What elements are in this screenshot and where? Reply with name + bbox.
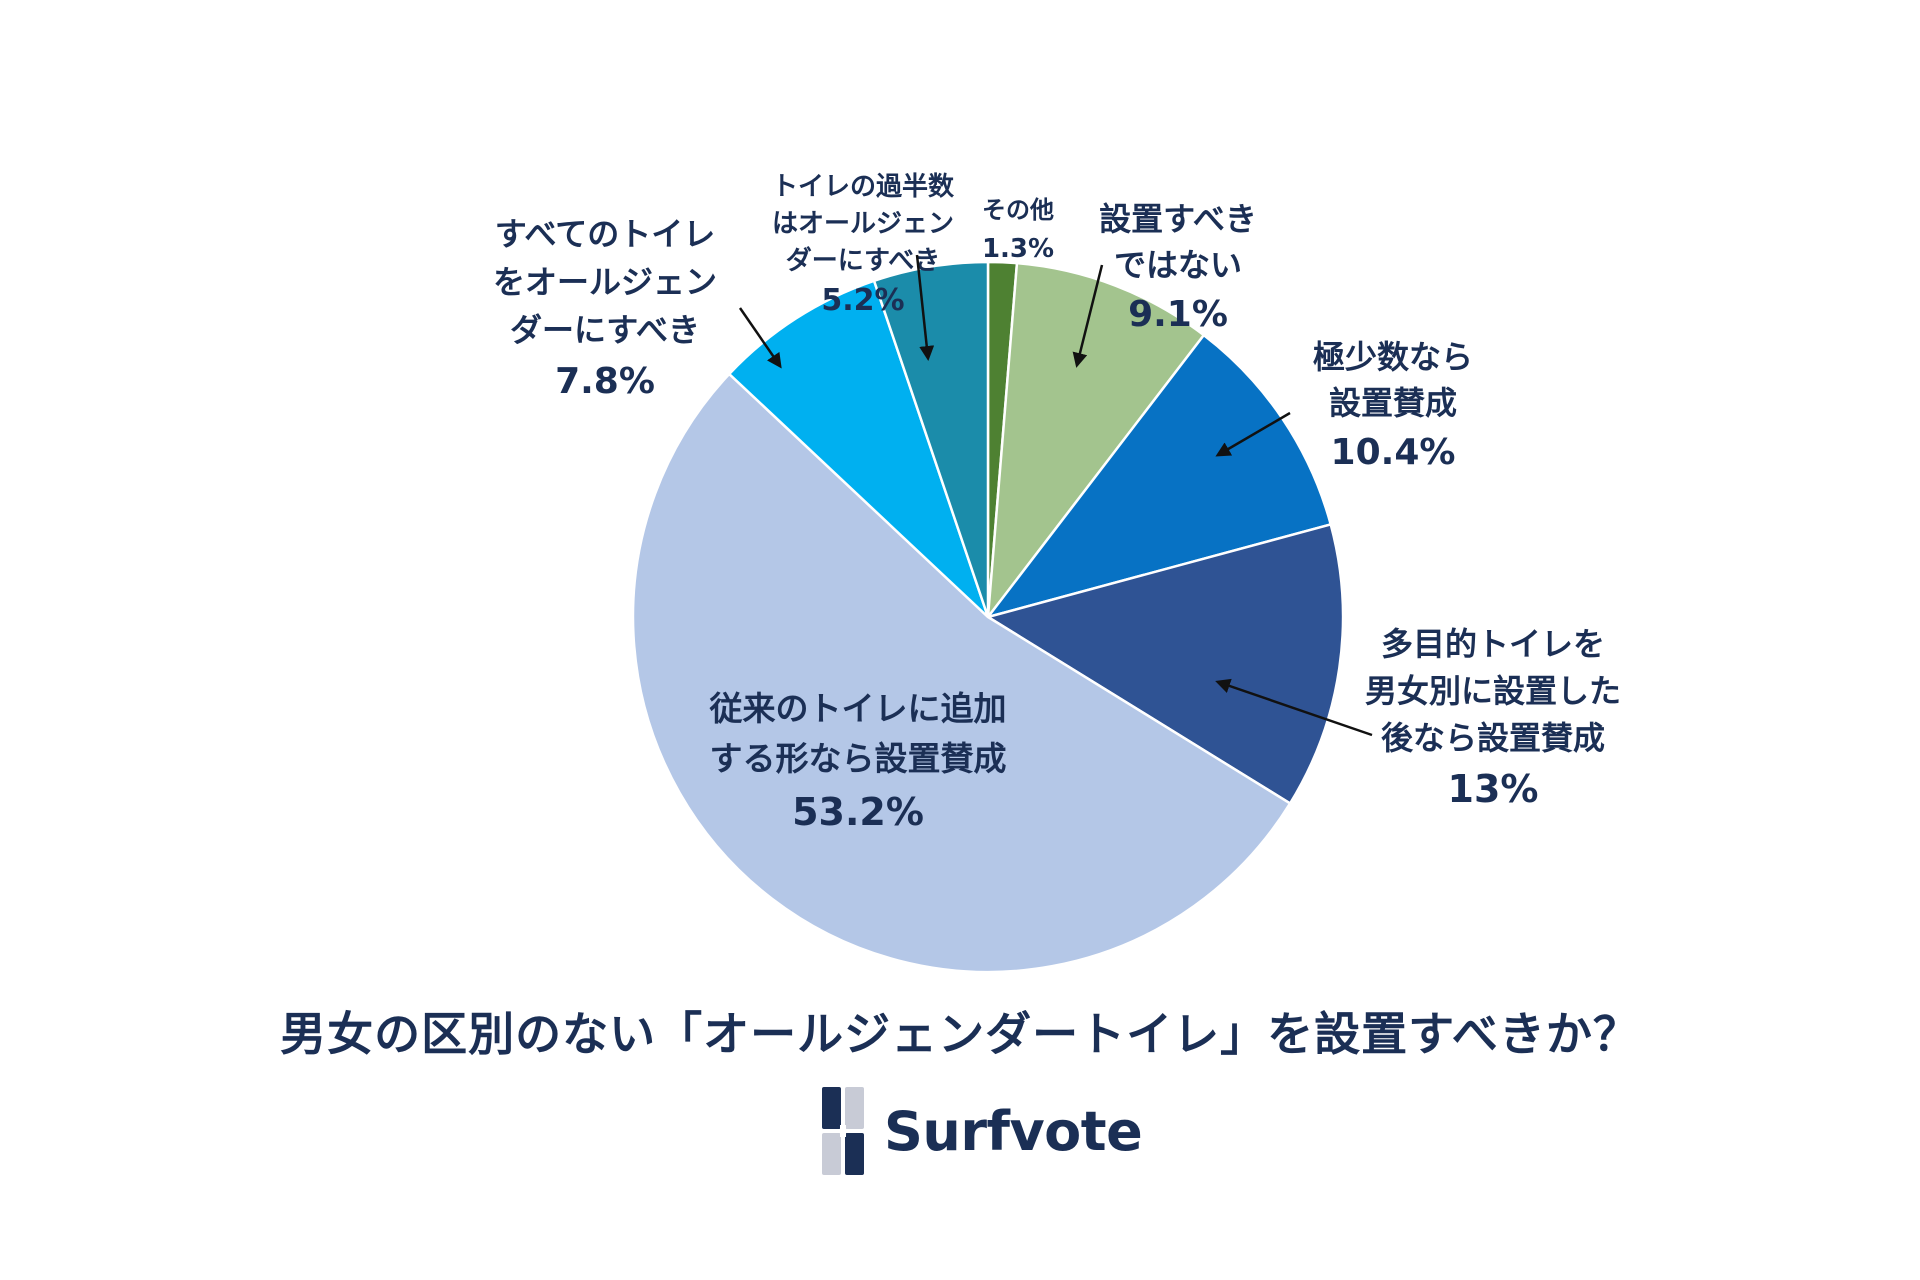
slice-value-3: 13% — [1448, 767, 1539, 811]
chart-title: 男女の区別のない「オールジェンダートイレ」を設置すべきか？ — [280, 1007, 1640, 1061]
slice-label-4: 従来のトイレに追加する形なら設置賛成 53.2% — [709, 689, 1007, 834]
surfvote-logo-icon — [822, 1087, 864, 1175]
slice-label-6: トイレの過半数はオールジェンダーにすべき 5.2% — [772, 172, 955, 318]
slice-value-0: 1.3% — [982, 234, 1054, 264]
slice-label-0: その他 1.3% — [982, 196, 1054, 264]
pie-chart: その他 1.3% 設置すべきではない 9.1% 極少数なら設置賛成 10.4% 多目的トイレ… — [493, 172, 1621, 974]
leader-arrow-2 — [1215, 411, 1291, 457]
pie-slice-5 — [727, 279, 990, 618]
slice-value-5: 7.8% — [555, 361, 655, 402]
slice-label-1: 設置すべきではない 9.1% — [1099, 200, 1257, 335]
leader-arrow-3 — [1215, 678, 1373, 737]
pie-slice-4 — [631, 372, 1292, 974]
slice-label-3: 多目的トイレを男女別に設置した後なら設置賛成 13% — [1365, 625, 1621, 811]
slice-value-1: 9.1% — [1128, 294, 1228, 335]
brand-name: Surfvote — [884, 1099, 1143, 1163]
brand-logo-group: Surfvote — [820, 1085, 1143, 1177]
pie-slice-3 — [984, 522, 1345, 806]
leader-arrow-6 — [915, 254, 935, 361]
leader-arrow-5 — [738, 307, 782, 369]
pie-slice-1 — [986, 261, 1206, 622]
slice-value-6: 5.2% — [821, 283, 904, 318]
slice-value-4: 53.2% — [792, 790, 924, 834]
slice-value-2: 10.4% — [1331, 432, 1456, 473]
leader-arrow-1 — [1072, 264, 1104, 368]
slice-label-5: すべてのトイレをオールジェンダーにすべき 7.8% — [493, 215, 717, 402]
pie-slice-6 — [872, 260, 990, 618]
slice-label-2: 極少数なら設置賛成 10.4% — [1313, 338, 1473, 473]
